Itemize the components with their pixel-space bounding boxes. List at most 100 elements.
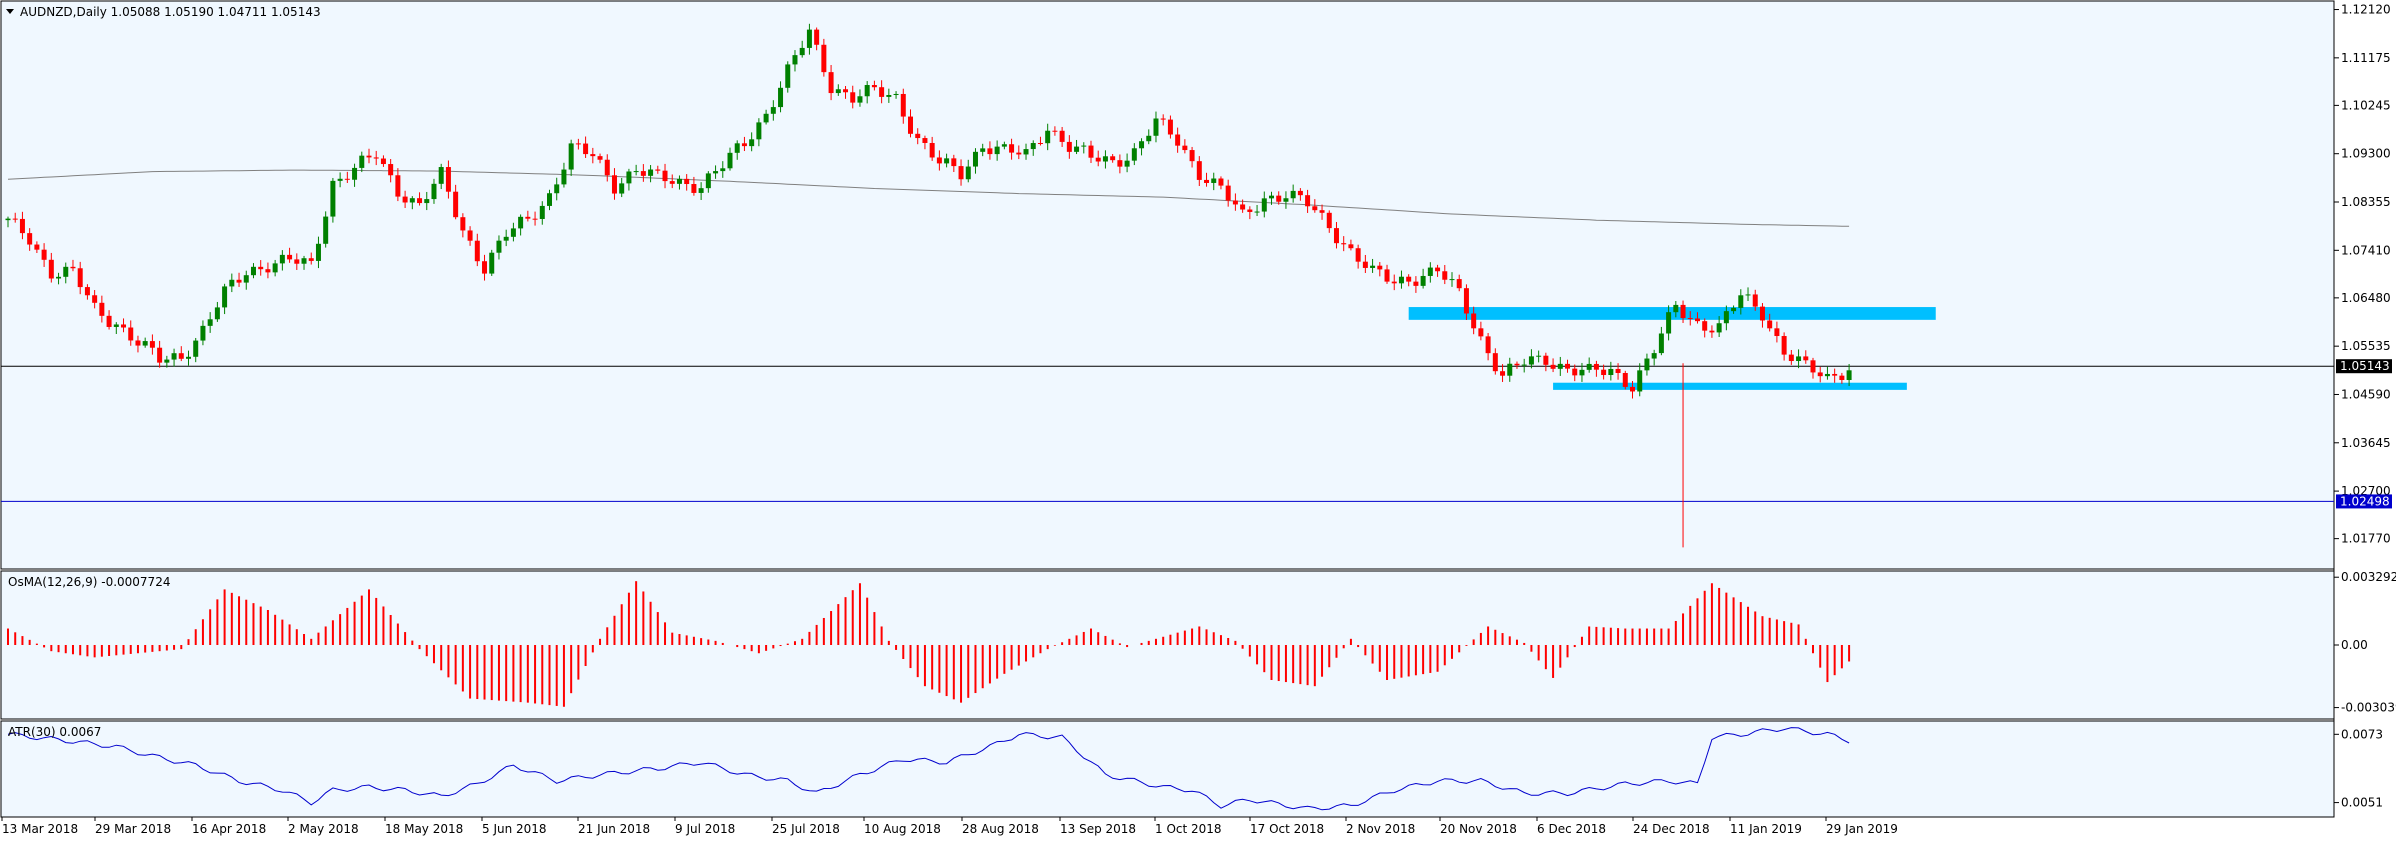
- candle-body: [987, 148, 993, 155]
- candle: [1110, 154, 1116, 163]
- x-tick-label-6: 21 Jun 2018: [578, 822, 650, 836]
- candle-body: [1810, 360, 1816, 373]
- candle: [359, 151, 365, 173]
- candle-body: [684, 178, 690, 185]
- candle-body: [1601, 369, 1607, 376]
- candle: [734, 140, 740, 160]
- candle: [1759, 303, 1765, 328]
- x-tick-label-12: 1 Oct 2018: [1155, 822, 1222, 836]
- candle-body: [857, 96, 863, 103]
- candle-body: [814, 29, 820, 45]
- x-tick-label-13: 17 Oct 2018: [1250, 822, 1324, 836]
- candle: [222, 283, 228, 315]
- candle: [1016, 145, 1022, 160]
- candle-body: [272, 263, 278, 273]
- candle: [113, 322, 119, 334]
- candle-body: [1066, 141, 1072, 152]
- candle-body: [279, 254, 285, 264]
- candle: [1666, 305, 1672, 341]
- candle: [1521, 358, 1527, 373]
- candle-body: [265, 269, 271, 273]
- candle: [330, 177, 336, 223]
- candle-body: [532, 218, 538, 220]
- candle: [741, 136, 747, 152]
- candle-body: [792, 55, 798, 65]
- candle-body: [431, 183, 437, 200]
- candle: [236, 272, 242, 287]
- candle-body: [193, 340, 199, 357]
- candle: [301, 255, 307, 270]
- candle-body: [41, 249, 47, 260]
- candle: [84, 284, 90, 300]
- candle: [857, 89, 863, 107]
- candle-body: [633, 171, 639, 173]
- candle-body: [871, 85, 877, 88]
- candle: [1074, 139, 1080, 155]
- candle-body: [1110, 156, 1116, 161]
- candle-body: [597, 156, 603, 160]
- candle-body: [741, 143, 747, 147]
- candle: [388, 159, 394, 183]
- candle: [1492, 348, 1498, 375]
- candle-body: [1348, 244, 1354, 249]
- candle-body: [778, 87, 784, 108]
- candle-body: [1153, 118, 1159, 136]
- candle: [1543, 352, 1549, 372]
- candle-body: [1593, 363, 1599, 370]
- candle-body: [669, 181, 675, 184]
- candle-body: [113, 324, 119, 327]
- candle: [1167, 115, 1173, 139]
- candle-body: [149, 341, 155, 348]
- candle: [258, 260, 264, 276]
- dropdown-triangle-icon[interactable]: [6, 9, 14, 14]
- candle: [243, 270, 249, 290]
- candle-body: [1716, 323, 1722, 333]
- candle-body: [1449, 279, 1455, 281]
- candle-body: [243, 275, 249, 283]
- candle: [121, 318, 127, 333]
- candle-body: [489, 252, 495, 274]
- candle: [1045, 123, 1051, 151]
- candle: [727, 147, 733, 171]
- candle: [1413, 276, 1419, 293]
- candle-body: [460, 217, 466, 231]
- y-tick-label-9: 1.03645: [2341, 436, 2391, 450]
- candle-body: [1146, 135, 1152, 142]
- candle-body: [1341, 243, 1347, 245]
- candle-body: [1247, 209, 1253, 212]
- candle: [994, 140, 1000, 161]
- candle-body: [482, 261, 488, 274]
- candle-body: [547, 193, 552, 206]
- candle: [879, 80, 885, 104]
- candle-body: [1608, 368, 1614, 376]
- candle: [1009, 138, 1015, 160]
- candle-body: [525, 216, 531, 219]
- candle-body: [1586, 363, 1592, 370]
- candle-body: [315, 243, 321, 261]
- candle-body: [359, 155, 365, 168]
- candle-body: [539, 205, 545, 219]
- candle: [503, 229, 509, 247]
- candle: [1406, 274, 1412, 287]
- zone-1: [1553, 382, 1907, 390]
- candle-body: [445, 167, 451, 192]
- candle: [1745, 287, 1751, 302]
- candle-body: [1095, 157, 1101, 162]
- zone-0: [1408, 307, 1936, 320]
- candle: [41, 243, 47, 267]
- x-tick-label-3: 2 May 2018: [288, 822, 359, 836]
- candle: [352, 163, 358, 187]
- candle-body: [1694, 318, 1700, 322]
- candle: [315, 236, 321, 269]
- candle-body: [900, 93, 906, 117]
- candle-body: [395, 175, 401, 197]
- candle: [1276, 191, 1282, 205]
- candle: [1839, 372, 1845, 384]
- candle-body: [12, 218, 18, 220]
- candle-body: [135, 340, 141, 346]
- candle-body: [1796, 356, 1802, 362]
- candle: [482, 254, 488, 281]
- candle: [149, 334, 155, 355]
- candle-body: [402, 196, 408, 203]
